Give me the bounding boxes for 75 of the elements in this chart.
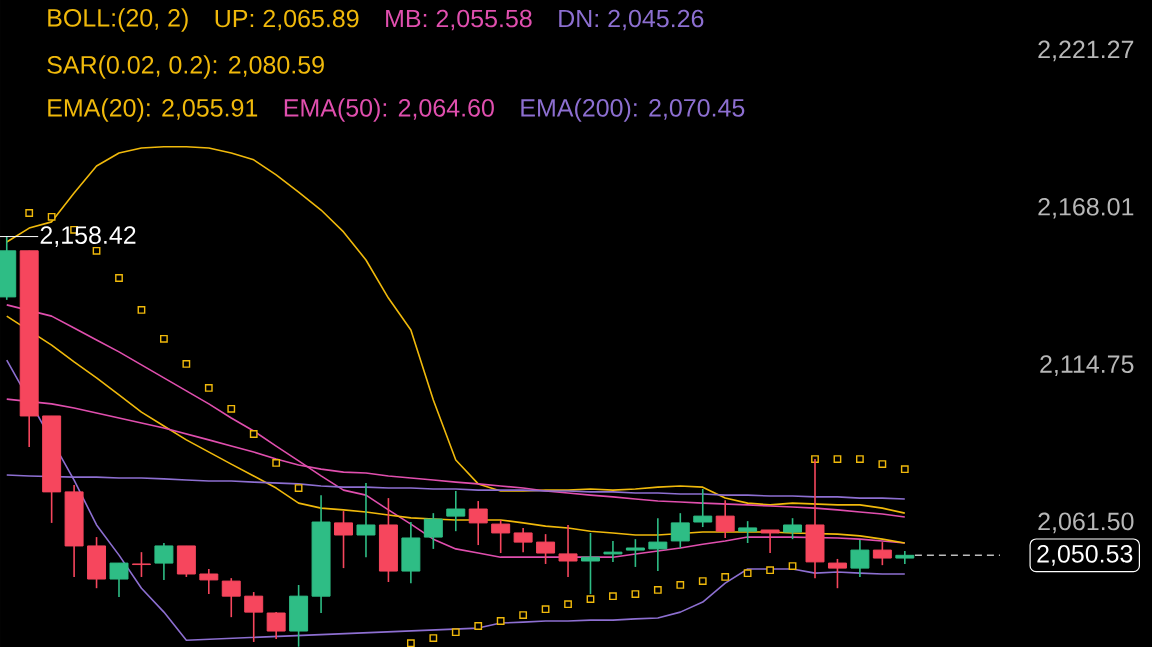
candlestick [581, 532, 600, 595]
point [227, 404, 236, 413]
point [294, 484, 303, 492]
annotation: MB: 2,055.58 [386, 9, 532, 31]
point [900, 465, 909, 474]
point [631, 590, 640, 598]
annotation: EMA(50): 2,064.60 [284, 98, 494, 122]
point [586, 595, 595, 604]
candlestick [536, 533, 556, 565]
candlestick [827, 558, 847, 589]
point [137, 306, 146, 314]
candlestick [648, 517, 668, 572]
candlestick [760, 529, 780, 554]
point [676, 581, 685, 589]
candlestick [446, 490, 466, 532]
point [878, 460, 887, 469]
candlestick [334, 510, 353, 569]
point [182, 360, 191, 368]
annotation: UP: 2,065.89 [215, 9, 359, 31]
point [474, 622, 483, 630]
candlestick [625, 538, 645, 568]
candlestick [266, 611, 286, 640]
point [451, 628, 460, 637]
point [698, 577, 707, 585]
y-tick-label: 2,061.50 [1038, 512, 1134, 534]
annotation: 2,158.42 [40, 226, 136, 247]
point [429, 634, 438, 643]
annotation: EMA(200): 2,070.45 [521, 98, 745, 122]
annotation: BOLL:(20, 2) [48, 8, 188, 32]
candlestick [715, 499, 735, 539]
point [609, 592, 617, 601]
point [25, 209, 34, 217]
point [833, 455, 842, 463]
point [160, 334, 168, 343]
point [47, 212, 56, 221]
point [204, 383, 213, 392]
candlestick [670, 512, 690, 549]
point [564, 600, 572, 609]
candlestick [154, 542, 174, 581]
point [788, 562, 797, 570]
candlestick [693, 488, 713, 528]
point [519, 611, 528, 619]
annotation: SAR(0.02, 0.2): 2,080.59 [47, 55, 324, 79]
point [653, 586, 662, 594]
point [496, 617, 505, 625]
point [541, 605, 550, 614]
point [272, 459, 281, 467]
candlestick [423, 512, 443, 550]
candlestick [131, 551, 151, 578]
y-tick-label: 2,168.01 [1038, 197, 1134, 219]
point [743, 569, 752, 578]
candlestick [783, 517, 803, 540]
point [115, 274, 123, 282]
candlestick [356, 482, 376, 558]
candlestick [850, 539, 870, 578]
point [856, 455, 864, 463]
candlestick [872, 541, 892, 566]
candlestick [603, 540, 623, 563]
candlestick [738, 520, 758, 544]
y-tick-label: 2,114.75 [1040, 355, 1134, 376]
point [766, 566, 774, 575]
ref-line-label: 2,050.53 [1037, 544, 1133, 566]
annotation: DN: 2,045.26 [559, 9, 704, 31]
candlestick [491, 519, 511, 554]
candlestick [468, 500, 488, 546]
candlestick [513, 527, 533, 553]
candlestick [109, 562, 129, 598]
candlestick [244, 591, 264, 643]
candlestick [221, 577, 241, 618]
point [721, 573, 730, 581]
candlestick [199, 568, 219, 595]
candlestick [558, 524, 578, 578]
annotation: EMA(20): 2,055.91 [48, 98, 258, 122]
point [249, 430, 258, 438]
y-tick-label: 2,221.27 [1038, 40, 1134, 62]
